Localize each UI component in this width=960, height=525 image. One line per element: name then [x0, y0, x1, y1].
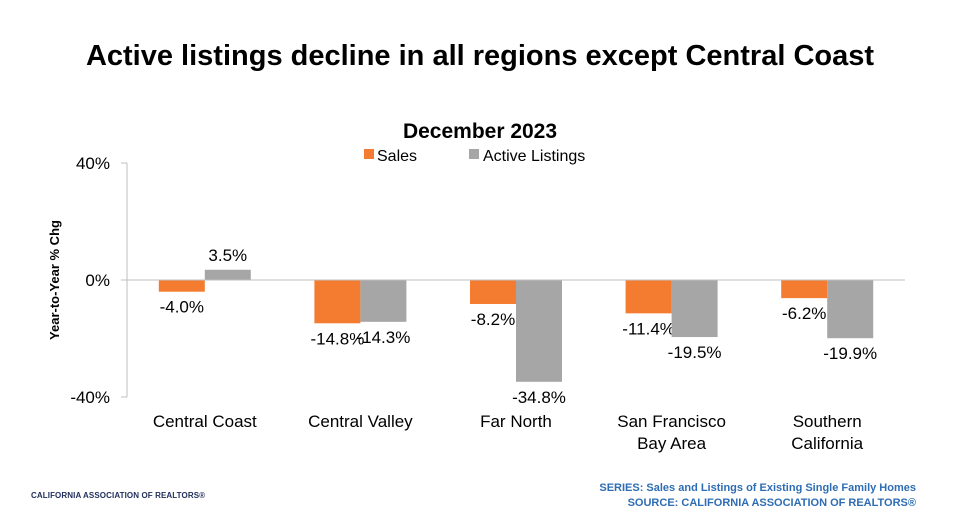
y-axis-label: Year-to-Year % Chg	[47, 220, 62, 340]
data-label-active-listings: -19.5%	[668, 343, 722, 362]
bar-active-listings	[827, 280, 874, 339]
bar-active-listings	[204, 269, 251, 280]
legend-label-sales: Sales	[377, 148, 417, 165]
data-label-active-listings: -14.3%	[356, 328, 410, 347]
x-category-label-line: Far North	[480, 412, 552, 431]
footer-source-text: SOURCE: CALIFORNIA ASSOCIATION OF REALTO…	[627, 497, 916, 509]
x-category-label-line: Central Coast	[153, 412, 257, 431]
data-label-active-listings: -34.8%	[512, 388, 566, 407]
x-category-label-line: Central Valley	[308, 412, 413, 431]
y-tick-label: 40%	[76, 154, 110, 173]
bar-sales	[625, 280, 672, 314]
bar-sales	[781, 280, 828, 299]
x-category-label-line: San Francisco	[617, 412, 726, 431]
y-tick-group: 40% 0% -40%	[70, 154, 127, 407]
x-category-label: San Francisco Bay Area	[617, 412, 726, 453]
data-label-active-listings: -19.9%	[823, 344, 877, 363]
x-category-label-line: California	[791, 434, 863, 453]
data-label-active-listings: 3.5%	[208, 246, 247, 265]
x-category-label-line: Bay Area	[637, 434, 707, 453]
x-axis-labels: Central Coast Central Valley Far North San …	[153, 412, 864, 453]
data-label-sales: -4.0%	[160, 298, 204, 317]
legend: Sales Active Listings	[364, 148, 585, 165]
data-label-sales: -14.8%	[310, 329, 364, 348]
page-title: Active listings decline in all regions e…	[85, 40, 875, 72]
bar-sales	[314, 280, 361, 324]
legend-swatch-sales	[364, 149, 374, 159]
data-label-sales: -11.4%	[622, 319, 675, 338]
x-category-label: Central Coast	[153, 412, 257, 431]
bar-sales	[470, 280, 516, 304]
footer-org-name: CALIFORNIA ASSOCIATION OF REALTORS®	[31, 491, 206, 500]
legend-label-active-listings: Active Listings	[483, 148, 585, 165]
bar-active-listings	[516, 280, 562, 382]
legend-swatch-active-listings	[469, 149, 479, 159]
x-category-label: Southern California	[791, 412, 863, 453]
bar-chart: December 2023 Sales Active Listings Year…	[47, 120, 905, 453]
footer-source-block: SERIES: Sales and Listings of Existing S…	[599, 481, 916, 511]
y-tick-label: -40%	[70, 388, 110, 407]
footer-series-text: SERIES: Sales and Listings of Existing S…	[599, 482, 916, 494]
chart-title: December 2023	[403, 120, 557, 143]
bar-active-listings	[671, 280, 718, 338]
data-label-sales: -6.2%	[782, 304, 826, 323]
x-category-label: Central Valley	[308, 412, 413, 431]
y-tick-label: 0%	[85, 271, 110, 290]
x-category-label-line: Southern	[793, 412, 862, 431]
bar-active-listings	[360, 280, 407, 322]
x-category-label: Far North	[480, 412, 552, 431]
data-label-sales: -8.2%	[471, 310, 515, 329]
bar-group: -4.0% 3.5% -14.8%-14.3% -8.2% -34.8% -11.4% -1…	[158, 246, 877, 407]
bar-sales	[158, 280, 205, 292]
